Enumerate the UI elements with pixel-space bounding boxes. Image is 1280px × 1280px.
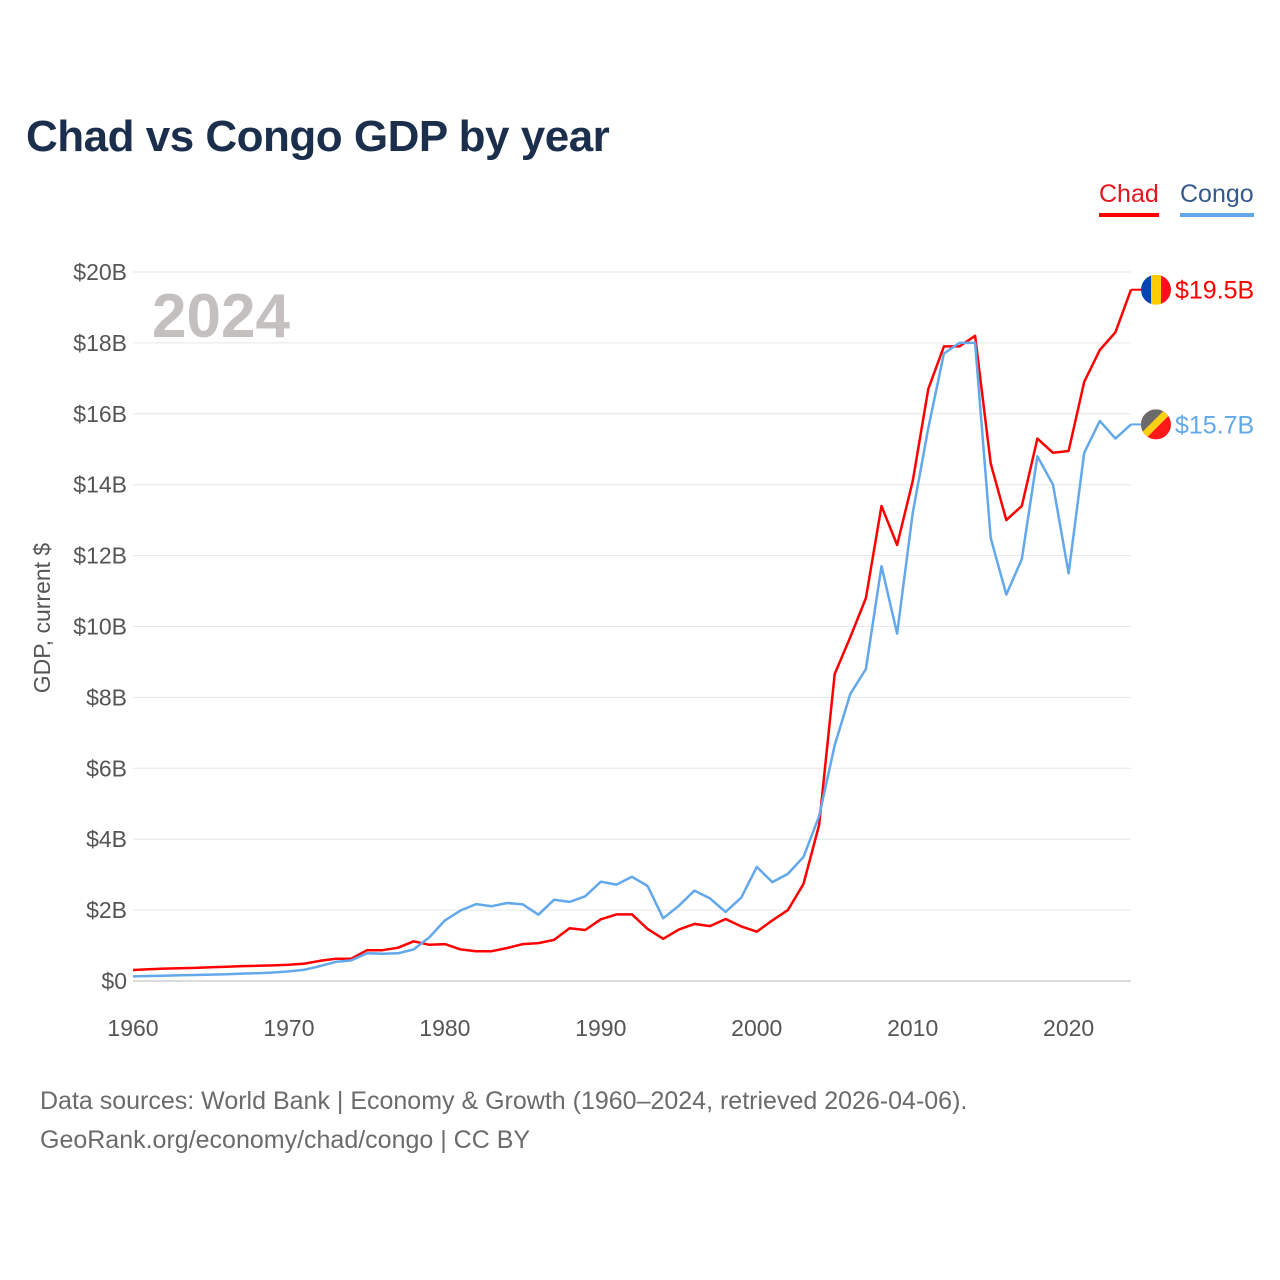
footer-sources: Data sources: World Bank | Economy & Gro… [40,1087,968,1115]
y-tick-label: $16B [73,401,127,427]
congo-flag-icon [1141,409,1171,440]
footer: Data sources: World Bank | Economy & Gro… [40,1082,967,1160]
y-tick-label: $8B [86,684,127,710]
end-value-label-chad: $19.5B [1175,277,1254,305]
y-tick-label: $20B [73,259,127,285]
x-tick-label: 2000 [731,1015,782,1041]
chart-title: Chad vs Congo GDP by year [26,112,610,161]
x-tick-label: 2020 [1043,1015,1094,1041]
y-tick-label: $14B [73,472,127,498]
y-axis-label: GDP, current $ [29,543,55,694]
x-tick-label: 2010 [887,1015,938,1041]
end-value-label-congo: $15.7B [1175,411,1254,439]
y-tick-label: $12B [73,543,127,569]
year-label: 2024 [152,282,290,351]
y-tick-label: $2B [86,897,127,923]
footer-link[interactable]: GeoRank.org/economy/chad/congo | CC BY [40,1126,531,1154]
y-tick-label: $4B [86,826,127,852]
x-tick-label: 1980 [419,1015,470,1041]
x-tick-label: 1990 [575,1015,626,1041]
chad-flag-icon [1141,274,1171,305]
series-line-congo [132,341,1132,978]
y-tick-label: $10B [73,614,127,640]
x-tick-label: 1960 [107,1015,158,1041]
y-tick-label: $18B [73,330,127,356]
legend-item-congo[interactable]: Congo [1180,180,1254,217]
y-tick-label: $0 [101,968,127,994]
series-line-chad [132,289,1133,972]
legend-item-chad[interactable]: Chad [1099,180,1159,217]
y-tick-label: $6B [86,755,127,781]
x-tick-label: 1970 [263,1015,314,1041]
